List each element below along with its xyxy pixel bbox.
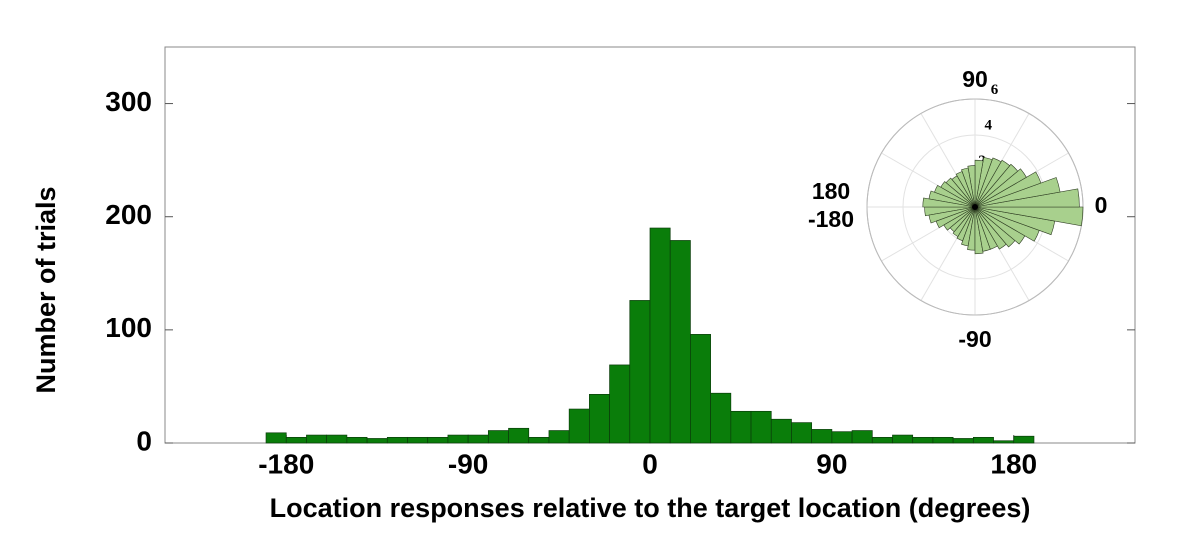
rose-wedge: [974, 168, 1027, 208]
bar: [993, 440, 1015, 444]
bar: [791, 422, 813, 444]
bar: [750, 410, 772, 444]
rose-wedge: [974, 177, 1061, 208]
x-tick-label: 90: [816, 448, 847, 479]
bar: [589, 393, 610, 444]
bar: [326, 434, 348, 444]
rose-wedge: [955, 171, 976, 208]
y-tick-label: 100: [105, 312, 152, 343]
bar: [285, 436, 307, 444]
bar: [467, 434, 489, 444]
bar: [649, 227, 671, 444]
bar: [851, 430, 873, 444]
theta-tick-label: -180: [808, 206, 854, 232]
y-tick-label: 300: [105, 86, 152, 117]
bar: [548, 430, 570, 444]
bar: [407, 436, 429, 444]
bar: [892, 434, 914, 444]
theta-tick-label: 180: [812, 178, 850, 204]
bar: [528, 436, 550, 444]
bar: [831, 431, 853, 444]
theta-tick-label: 0: [1095, 192, 1108, 218]
x-tick-label: -90: [448, 448, 488, 479]
bar: [669, 240, 691, 444]
rose-wedge: [922, 197, 976, 208]
theta-tick-label: -90: [958, 326, 991, 352]
bar: [871, 436, 893, 444]
y-tick-label: 200: [105, 199, 152, 230]
bar: [609, 364, 631, 444]
rose-wedge: [935, 206, 976, 229]
x-tick-label: -180: [258, 448, 314, 479]
bar: [952, 438, 974, 444]
bar: [306, 434, 328, 444]
bar: [366, 438, 388, 444]
bar: [487, 430, 509, 444]
rose-wedge: [974, 206, 1084, 227]
bar: [1013, 435, 1035, 444]
y-axis-label: Number of trials: [31, 186, 61, 393]
bar: [972, 436, 994, 444]
bar: [427, 436, 449, 444]
rose-wedge: [974, 157, 993, 208]
rose-wedge: [974, 171, 1042, 208]
bar: [568, 408, 590, 444]
bar: [508, 427, 530, 444]
bar: [912, 436, 934, 444]
rose-wedge: [943, 206, 976, 231]
x-axis-label: Location responses relative to the targe…: [270, 493, 1031, 523]
bar: [346, 436, 368, 444]
rose-wedge: [974, 159, 984, 208]
bar: [447, 434, 469, 444]
bar: [690, 334, 711, 444]
y-tick-label: 0: [136, 425, 152, 456]
rose-wedge: [974, 163, 1019, 208]
bar: [710, 392, 732, 444]
bar: [386, 436, 408, 444]
bar: [811, 429, 833, 444]
r-tick-label: 6: [991, 82, 999, 98]
bar: [265, 432, 287, 444]
bar: [629, 300, 651, 444]
bar: [730, 410, 752, 444]
x-tick-label: 0: [642, 448, 658, 479]
rose-wedge: [974, 157, 1002, 208]
r-tick-label: 4: [984, 118, 992, 134]
bar: [770, 418, 792, 444]
theta-tick-label: 90: [962, 66, 988, 92]
polar-center: [972, 204, 978, 210]
x-tick-label: 180: [990, 448, 1037, 479]
rose-wedge: [974, 159, 1011, 208]
bar: [932, 436, 954, 444]
